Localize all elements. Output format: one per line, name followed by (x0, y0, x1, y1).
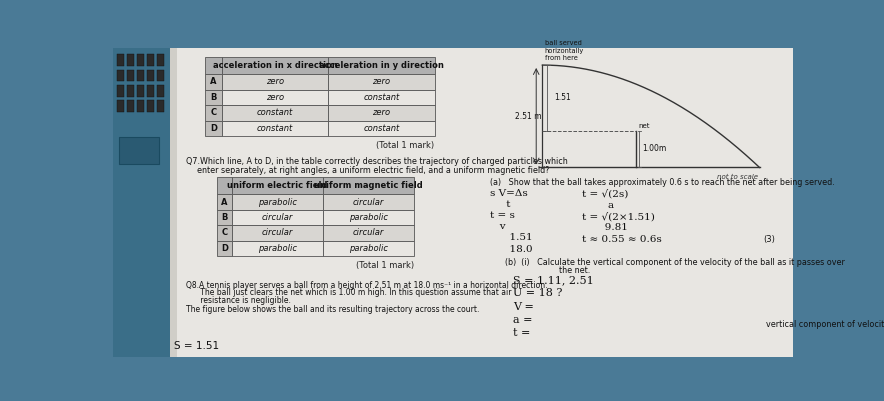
Text: vertical component of velocity ........................... ms⁻¹: vertical component of velocity .........… (766, 320, 884, 329)
Text: constant: constant (363, 93, 400, 102)
Text: constant: constant (257, 108, 293, 117)
Bar (205, 57, 222, 74)
Bar (205, 105, 222, 120)
Bar (328, 120, 435, 136)
Text: S = 1.11, 2.51
U = 18 ?
V =
a =
t =: S = 1.11, 2.51 U = 18 ? V = a = t = (513, 275, 594, 338)
Text: the net.: the net. (529, 266, 590, 275)
Text: acceleration in x direction: acceleration in x direction (213, 61, 338, 70)
Text: zero: zero (372, 77, 391, 87)
Bar (205, 90, 222, 105)
Text: 2.51 m: 2.51 m (515, 112, 542, 121)
Text: B: B (210, 93, 217, 102)
Bar (323, 225, 414, 241)
Text: zero: zero (372, 108, 391, 117)
Bar (328, 74, 435, 90)
Bar (147, 70, 155, 81)
Bar (126, 85, 134, 97)
Text: circular: circular (353, 229, 384, 237)
Text: (a)   Show that the ball takes approximately 0.6 s to reach the net after being : (a) Show that the ball takes approximate… (490, 178, 834, 187)
Bar (222, 105, 328, 120)
Text: parabolic: parabolic (349, 213, 388, 222)
Bar (137, 101, 144, 112)
Text: C: C (221, 229, 227, 237)
Text: circular: circular (262, 229, 293, 237)
Bar (156, 101, 164, 112)
Text: S = 1.51: S = 1.51 (174, 341, 219, 351)
Bar (222, 74, 328, 90)
Bar (147, 101, 155, 112)
Text: circular: circular (262, 213, 293, 222)
Text: A: A (210, 77, 217, 87)
Bar (328, 105, 435, 120)
Text: not to scale: not to scale (717, 174, 758, 180)
Text: D: D (210, 124, 217, 133)
Bar (328, 57, 435, 74)
Text: (Total 1 mark): (Total 1 mark) (377, 140, 435, 150)
Text: The figure below shows the ball and its resulting trajectory across the court.: The figure below shows the ball and its … (186, 305, 479, 314)
Bar (113, 48, 171, 357)
Text: (3): (3) (764, 235, 775, 244)
Text: acceleration in y direction: acceleration in y direction (319, 61, 444, 70)
Text: The ball just clears the net which is 1.00 m high. In this question assume that : The ball just clears the net which is 1.… (186, 288, 511, 298)
Bar (147, 54, 155, 66)
Text: net: net (638, 123, 650, 129)
Text: 1.51: 1.51 (554, 93, 571, 102)
Bar (117, 85, 125, 97)
Text: constant: constant (363, 124, 400, 133)
Text: s V=Δs
     t
t = s
   v
      1.51
      18.0: s V=Δs t t = s v 1.51 18.0 (490, 189, 533, 253)
Bar (222, 57, 328, 74)
Text: parabolic: parabolic (349, 244, 388, 253)
Bar (217, 194, 232, 210)
Bar (118, 137, 159, 164)
Bar (323, 210, 414, 225)
Bar (323, 241, 414, 256)
Bar (126, 70, 134, 81)
Bar (232, 225, 323, 241)
Text: uniform electric field: uniform electric field (227, 181, 328, 190)
Bar (156, 85, 164, 97)
Text: resistance is negligible.: resistance is negligible. (186, 296, 291, 305)
Bar (147, 85, 155, 97)
Text: zero: zero (266, 93, 285, 102)
Bar (117, 70, 125, 81)
Bar (217, 178, 232, 194)
Text: A: A (221, 198, 227, 207)
Bar (137, 70, 144, 81)
Bar (323, 194, 414, 210)
Text: parabolic: parabolic (258, 198, 297, 207)
Bar (222, 120, 328, 136)
Bar (232, 194, 323, 210)
Bar (156, 70, 164, 81)
Text: (b)  (i)   Calculate the vertical component of the velocity of the ball as it pa: (b) (i) Calculate the vertical component… (506, 258, 845, 267)
Bar (232, 178, 323, 194)
Bar (328, 90, 435, 105)
Text: uniform magnetic field: uniform magnetic field (314, 181, 423, 190)
Bar (156, 54, 164, 66)
Text: constant: constant (257, 124, 293, 133)
Bar (117, 54, 125, 66)
Text: circular: circular (353, 198, 384, 207)
Text: 1.00m: 1.00m (643, 144, 667, 154)
Bar (217, 210, 232, 225)
Text: D: D (221, 244, 228, 253)
Bar (222, 90, 328, 105)
Text: C: C (210, 108, 217, 117)
Bar (205, 120, 222, 136)
Bar (117, 101, 125, 112)
Text: Q7.Which line, A to D, in the table correctly describes the trajectory of charge: Q7.Which line, A to D, in the table corr… (186, 158, 568, 166)
Text: ball served
horizontally
from here: ball served horizontally from here (545, 40, 584, 61)
Text: enter separately, at right angles, a uniform electric field, and a uniform magne: enter separately, at right angles, a uni… (197, 166, 550, 175)
Bar (217, 241, 232, 256)
Text: t = √(2s)
        a
t = √(2×1.51)
       9.81
t ≈ 0.55 ≈ 0.6s: t = √(2s) a t = √(2×1.51) 9.81 t ≈ 0.55 … (583, 189, 662, 243)
Bar (126, 54, 134, 66)
Text: B: B (221, 213, 227, 222)
Bar (232, 210, 323, 225)
Bar (126, 101, 134, 112)
Bar (113, 48, 171, 125)
Bar (323, 178, 414, 194)
Bar (137, 85, 144, 97)
Bar (217, 225, 232, 241)
Bar (171, 48, 177, 357)
Text: (Total 1 mark): (Total 1 mark) (355, 261, 414, 269)
Text: Q8.A tennis player serves a ball from a height of 2.51 m at 18.0 ms⁻¹ in a horiz: Q8.A tennis player serves a ball from a … (186, 281, 547, 290)
